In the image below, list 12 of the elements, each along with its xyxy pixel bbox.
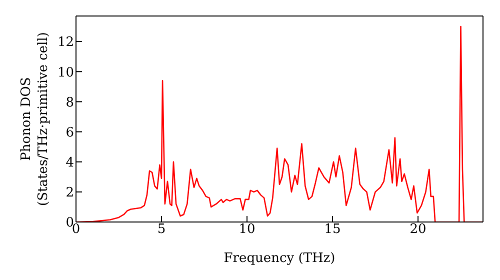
x-tick-label: 5 <box>157 222 166 238</box>
y-tick-label: 12 <box>57 35 74 50</box>
x-tick-label: 10 <box>238 222 256 238</box>
x-tick-label: 15 <box>324 222 341 238</box>
x-tick-label: 20 <box>410 222 426 238</box>
y-axis-title: Phonon DOS (States/THz·primitive cell) <box>19 32 51 206</box>
y-tick-label: 2 <box>66 186 74 201</box>
x-axis-title: Frequency (THz) <box>224 251 336 266</box>
y-tick-label: 6 <box>66 125 74 140</box>
y-tick-label: 10 <box>57 65 74 80</box>
y-tick-label: 8 <box>66 95 74 110</box>
y-tick-label: 4 <box>66 155 74 170</box>
